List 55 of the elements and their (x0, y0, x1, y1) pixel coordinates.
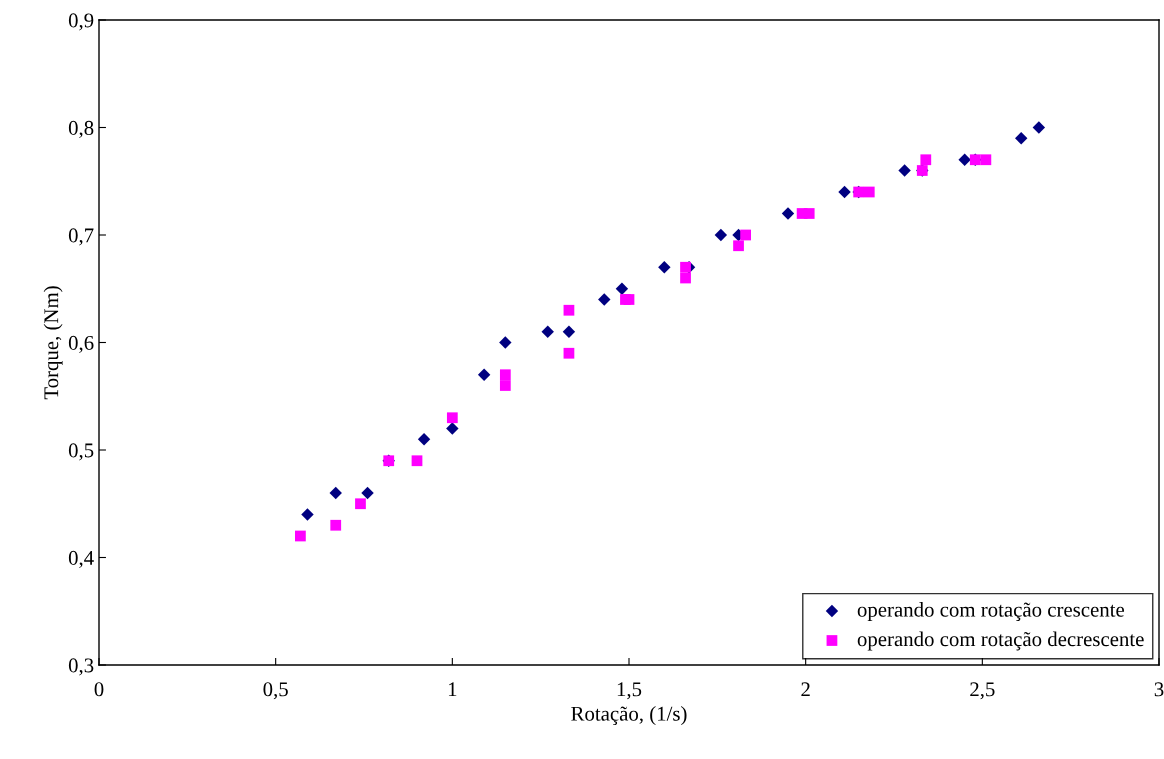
point (920, 154, 932, 166)
y-tick-label: 0,6 (68, 335, 94, 353)
point (295, 530, 306, 542)
y-tick-label: 0,5 (68, 443, 94, 461)
point (781, 207, 795, 220)
point (330, 519, 342, 531)
x-tick-label: 1,5 (617, 682, 642, 700)
x-tick-label: 1 (448, 682, 457, 697)
y-tick-label: 0,9 (68, 13, 94, 31)
y-tick-label: 0,4 (68, 550, 94, 568)
point (1014, 132, 1028, 145)
point (361, 486, 374, 500)
point (411, 455, 423, 467)
point (417, 433, 431, 446)
legend-label: operando com rotação decrescente (857, 631, 1144, 651)
point (1032, 121, 1046, 134)
y-axis-title: Torque, (Nm) (43, 286, 63, 400)
legend-label: operando com rotação crescente (857, 602, 1125, 621)
y-tick-label: 0,8 (68, 120, 94, 138)
point (803, 208, 815, 219)
point (740, 229, 751, 241)
point (329, 486, 342, 500)
point (680, 261, 691, 273)
point (563, 347, 575, 359)
point (680, 272, 691, 284)
point (898, 164, 911, 177)
point (658, 261, 671, 274)
y-tick-label: 0,3 (68, 658, 94, 676)
point (615, 282, 629, 295)
point (541, 325, 554, 338)
point (863, 186, 875, 198)
point (980, 154, 992, 166)
point (355, 498, 366, 510)
x-tick-label: 0,5 (263, 682, 288, 700)
x-axis-title: Rotação, (1/s) (571, 706, 687, 726)
point (477, 368, 491, 381)
point (499, 336, 512, 349)
point (838, 185, 851, 199)
point (623, 294, 635, 305)
point (446, 412, 458, 424)
point (563, 304, 575, 316)
point (301, 508, 314, 521)
point (598, 293, 611, 306)
y-tick-label: 0,7 (68, 228, 94, 246)
x-tick-label: 2,5 (970, 682, 995, 700)
point (714, 228, 728, 242)
x-tick-label: 3 (1154, 682, 1164, 697)
point (499, 380, 511, 391)
x-tick-label: 0 (94, 682, 104, 697)
point (733, 240, 744, 252)
point (958, 153, 971, 166)
point (499, 369, 511, 381)
point (562, 325, 576, 338)
point (446, 422, 459, 435)
x-tick-label: 2 (801, 682, 810, 697)
